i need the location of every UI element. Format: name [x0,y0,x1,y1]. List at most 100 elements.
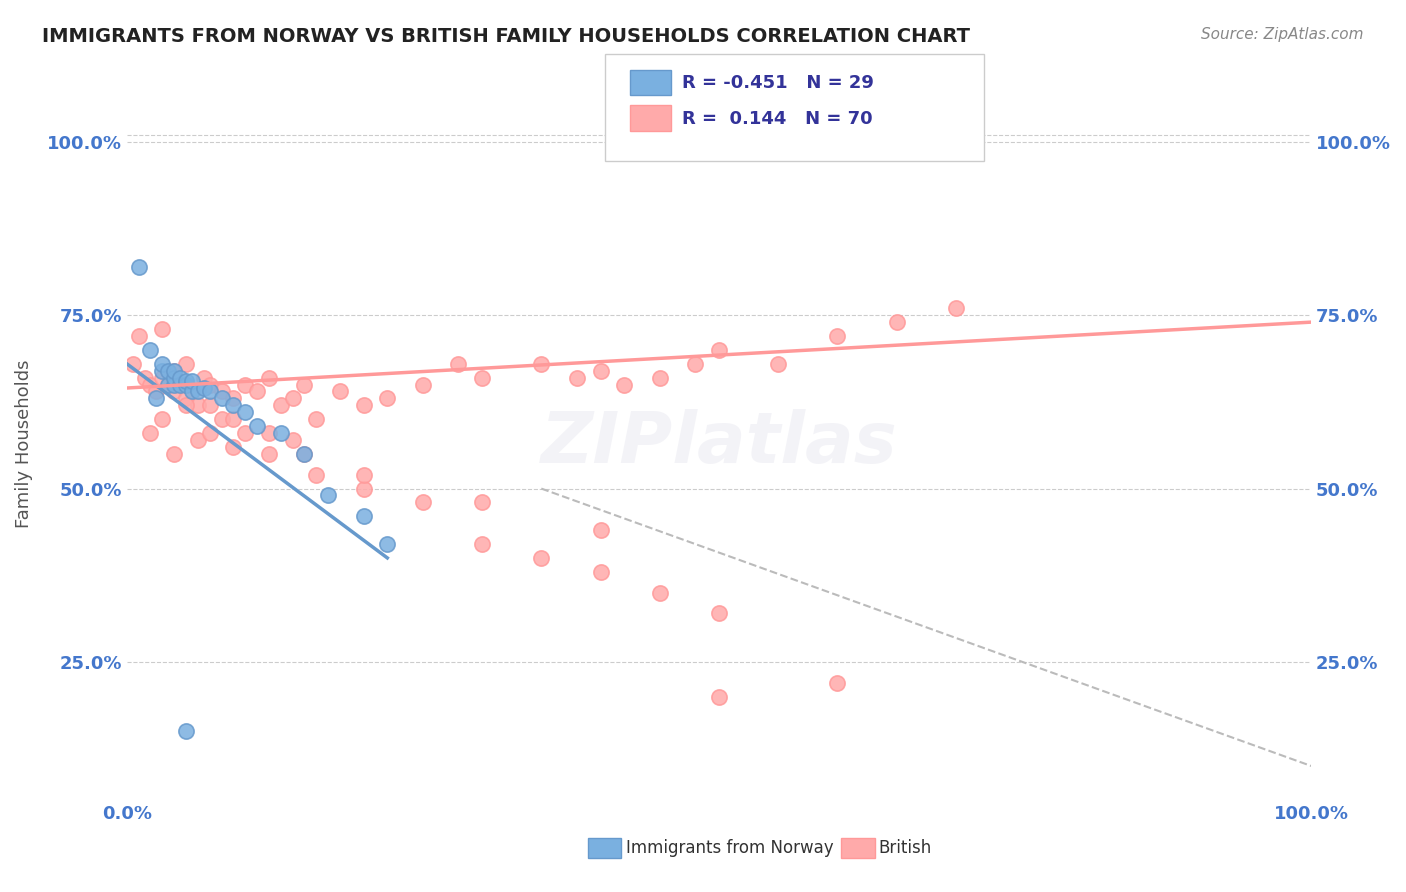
Point [187,398,209,412]
Point [329,384,352,399]
Point [257,426,280,441]
Point [270,426,292,441]
Point [316,488,339,502]
Point [193,381,215,395]
Point [150,364,173,378]
Point [150,412,173,426]
Point [121,357,143,371]
Point [246,384,269,399]
Point [222,412,245,426]
Point [246,419,269,434]
Point [707,607,730,621]
Point [294,447,316,461]
Point [150,370,173,384]
Point [222,398,245,412]
Point [163,384,186,399]
Point [157,364,180,378]
Point [163,447,186,461]
Point [193,370,215,384]
Text: Immigrants from Norway: Immigrants from Norway [626,839,834,857]
Point [766,357,789,371]
Point [257,370,280,384]
Point [187,384,209,399]
Point [233,426,256,441]
Point [281,433,304,447]
Point [139,426,162,441]
Point [163,377,186,392]
Point [145,384,167,399]
Point [683,357,706,371]
Point [174,357,197,371]
Text: R =  0.144   N = 70: R = 0.144 N = 70 [682,110,873,128]
Point [128,329,150,343]
Point [169,377,191,392]
Point [886,315,908,329]
Point [211,384,233,399]
Point [222,392,245,406]
Point [174,398,197,412]
Point [827,329,849,343]
Point [305,412,328,426]
Point [530,357,553,371]
Point [648,585,671,599]
Point [471,495,494,509]
Point [157,377,180,392]
Point [270,398,292,412]
Text: IMMIGRANTS FROM NORWAY VS BRITISH FAMILY HOUSEHOLDS CORRELATION CHART: IMMIGRANTS FROM NORWAY VS BRITISH FAMILY… [42,27,970,45]
Point [412,495,434,509]
Point [174,377,197,392]
Point [163,370,186,384]
Point [211,392,233,406]
Point [589,364,612,378]
Point [281,392,304,406]
Point [174,724,197,739]
Point [180,374,202,388]
Point [198,398,221,412]
Point [375,537,398,551]
Point [174,392,197,406]
Point [707,690,730,704]
Y-axis label: Family Households: Family Households [15,359,32,528]
Point [150,357,173,371]
Point [305,467,328,482]
Point [163,364,186,378]
Point [139,377,162,392]
Point [233,377,256,392]
Point [827,675,849,690]
Point [353,398,375,412]
Point [707,343,730,357]
Point [222,440,245,454]
Point [530,550,553,565]
Point [447,357,470,371]
Point [198,384,221,399]
Point [198,377,221,392]
Point [589,565,612,579]
Point [134,370,156,384]
Point [353,509,375,524]
Point [198,426,221,441]
Point [187,433,209,447]
Point [375,392,398,406]
Point [157,377,180,392]
Text: Source: ZipAtlas.com: Source: ZipAtlas.com [1201,27,1364,42]
Point [353,482,375,496]
Point [139,343,162,357]
Text: British: British [879,839,932,857]
Point [565,370,588,384]
Point [150,322,173,336]
Point [211,412,233,426]
Point [294,377,316,392]
Text: ZIPlatlas: ZIPlatlas [540,409,897,478]
Point [257,447,280,461]
Text: R = -0.451   N = 29: R = -0.451 N = 29 [682,74,873,92]
Point [128,260,150,274]
Point [945,301,967,316]
Point [471,370,494,384]
Point [294,447,316,461]
Point [174,374,197,388]
Point [471,537,494,551]
Point [613,377,636,392]
Point [412,377,434,392]
Point [233,405,256,419]
Point [169,370,191,384]
